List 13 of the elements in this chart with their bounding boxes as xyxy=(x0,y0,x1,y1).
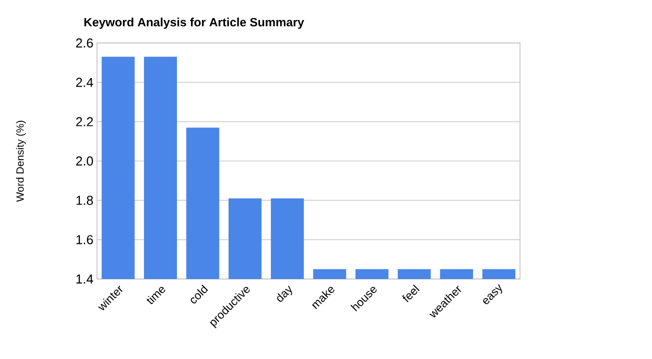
x-tick-label: time xyxy=(146,286,166,304)
x-tick-label: feel xyxy=(402,284,420,302)
chart-title: Keyword Analysis for Article Summary xyxy=(84,18,304,29)
x-tick-label: day xyxy=(277,286,292,302)
x-tick-label: cold xyxy=(190,284,208,304)
y-tick-label: 2.2 xyxy=(76,117,93,126)
y-tick-label: 1.4 xyxy=(76,274,94,284)
y-tick-label: 2.6 xyxy=(76,38,93,48)
y-tick-label: 1.6 xyxy=(76,235,93,244)
y-tick-label: 1.8 xyxy=(76,196,93,205)
y-tick-label: 2.4 xyxy=(76,78,94,87)
y-tick-label: 2.0 xyxy=(76,156,93,166)
y-axis-title: Word Density (%) xyxy=(16,120,26,202)
